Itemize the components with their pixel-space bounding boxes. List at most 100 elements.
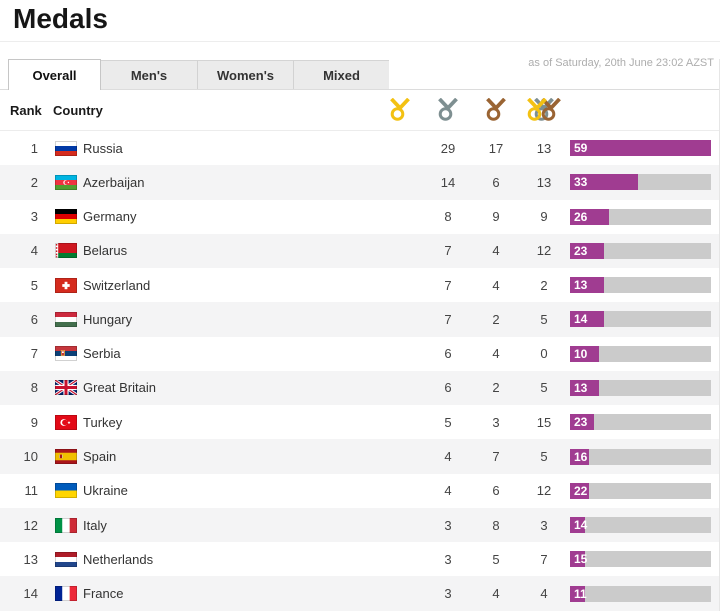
silver-count: 2 [492, 380, 500, 396]
gold-count: 6 [444, 380, 452, 396]
gold-count: 8 [444, 209, 452, 225]
bronze-count: 9 [540, 209, 548, 225]
total-medals-icon [520, 98, 568, 122]
total-bar-fill [570, 517, 585, 534]
rank-value: 6 [30, 311, 38, 327]
total-medals-bar: 11 [570, 585, 711, 602]
bronze-medal-icon [472, 98, 520, 122]
country-flag-icon [55, 483, 77, 499]
country-flag-icon [55, 209, 77, 225]
total-count: 15 [574, 552, 588, 567]
total-bar-fill [570, 448, 590, 465]
bronze-count: 13 [536, 174, 552, 190]
silver-count: 4 [492, 243, 500, 259]
table-row: 1 Russia 29 17 13 59 [0, 131, 719, 165]
rank-value: 14 [23, 586, 38, 602]
table-header-row: Rank Country [0, 90, 719, 131]
table-row: 12 Italy 3 8 3 14 [0, 507, 719, 543]
total-count: 59 [574, 141, 588, 156]
table-row: 7 Serbia 6 4 0 10 [0, 337, 719, 371]
table-row: 10 Spain 4 7 5 16 [0, 439, 719, 474]
rank-value: 5 [30, 277, 38, 293]
rank-value: 10 [23, 449, 38, 465]
total-medals-bar: 26 [570, 208, 711, 225]
country-flag-icon [55, 174, 77, 190]
country-flag-icon [55, 277, 77, 293]
rank-column-header: Rank [10, 102, 42, 118]
total-count: 23 [574, 243, 588, 258]
total-medals-bar: 15 [570, 551, 711, 568]
table-row: 9 Turkey 5 3 15 23 [0, 405, 719, 439]
table-row: 6 Hungary 7 2 5 14 [0, 302, 719, 337]
silver-count: 9 [492, 209, 500, 225]
tab-womens[interactable]: Women's [197, 60, 293, 89]
bronze-count: 2 [540, 277, 548, 293]
bronze-count: 12 [536, 483, 552, 499]
total-medals-bar: 22 [570, 482, 711, 499]
country-flag-icon [55, 551, 77, 567]
total-medals-bar: 59 [570, 140, 711, 157]
total-count: 16 [574, 449, 588, 464]
total-bar-fill [570, 414, 595, 431]
rank-value: 11 [24, 483, 39, 499]
country-flag-icon [55, 380, 77, 396]
total-medals-bar: 10 [570, 345, 711, 362]
silver-count: 2 [492, 311, 500, 327]
medal-table-body: 1 Russia 29 17 13 59 2 Azerbaijan 14 6 1… [0, 131, 719, 611]
country-flag-icon [55, 140, 77, 156]
total-count: 14 [574, 312, 588, 327]
table-row: 14 France 3 4 4 11 [0, 576, 719, 611]
rank-value: 8 [30, 380, 38, 396]
total-medals-bar: 23 [570, 242, 711, 259]
gold-count: 7 [444, 243, 452, 259]
total-medals-bar: 14 [570, 517, 711, 534]
table-row: 4 Belarus 7 4 12 23 [0, 233, 719, 269]
tab-mens[interactable]: Men's [101, 60, 197, 89]
total-count: 14 [574, 518, 588, 533]
rank-value: 7 [30, 346, 38, 362]
rank-value: 1 [30, 140, 38, 156]
as-of-timestamp: as of Saturday, 20th June 23:02 AZST [528, 57, 714, 69]
total-bar-fill [570, 174, 639, 191]
total-bar-fill [570, 551, 585, 568]
total-count: 11 [574, 586, 587, 601]
silver-count: 3 [492, 414, 500, 430]
rank-value: 12 [23, 517, 38, 533]
rank-value: 3 [30, 209, 38, 225]
total-medals-bar: 13 [570, 277, 711, 294]
total-count: 10 [574, 346, 588, 361]
silver-medal-icon [424, 98, 472, 122]
country-name: Belarus [83, 243, 128, 259]
country-flag-icon [55, 243, 77, 259]
country-name: Italy [83, 517, 107, 533]
title-band: Medals [0, 0, 720, 42]
table-row: 11 Ukraine 4 6 12 22 [0, 474, 719, 508]
bronze-count: 5 [540, 380, 548, 396]
country-flag-icon [55, 346, 77, 362]
total-count: 13 [574, 380, 588, 395]
country-name: Spain [83, 449, 117, 465]
table-row: 2 Azerbaijan 14 6 13 33 [0, 165, 719, 200]
silver-count: 7 [492, 449, 500, 465]
bronze-count: 7 [540, 551, 548, 567]
silver-count: 17 [488, 140, 504, 156]
gold-count: 7 [444, 311, 452, 327]
total-bar-fill [570, 242, 605, 259]
silver-count: 4 [492, 346, 500, 362]
bronze-count: 4 [540, 586, 548, 602]
total-medals-bar: 13 [570, 379, 711, 396]
total-count: 33 [574, 175, 588, 190]
rank-value: 4 [30, 243, 38, 259]
tab-bar: Overall Men's Women's Mixed as of Saturd… [0, 57, 719, 90]
tab-overall[interactable]: Overall [8, 59, 101, 90]
country-flag-icon [55, 449, 77, 465]
total-count: 23 [574, 415, 588, 430]
tab-mixed[interactable]: Mixed [293, 60, 389, 89]
bronze-count: 5 [540, 449, 548, 465]
country-name: Germany [83, 209, 137, 225]
country-name: Serbia [83, 346, 121, 362]
total-medals-bar: 16 [570, 448, 711, 465]
gold-count: 4 [444, 449, 452, 465]
country-name: Great Britain [83, 380, 156, 396]
rank-value: 9 [30, 414, 38, 430]
